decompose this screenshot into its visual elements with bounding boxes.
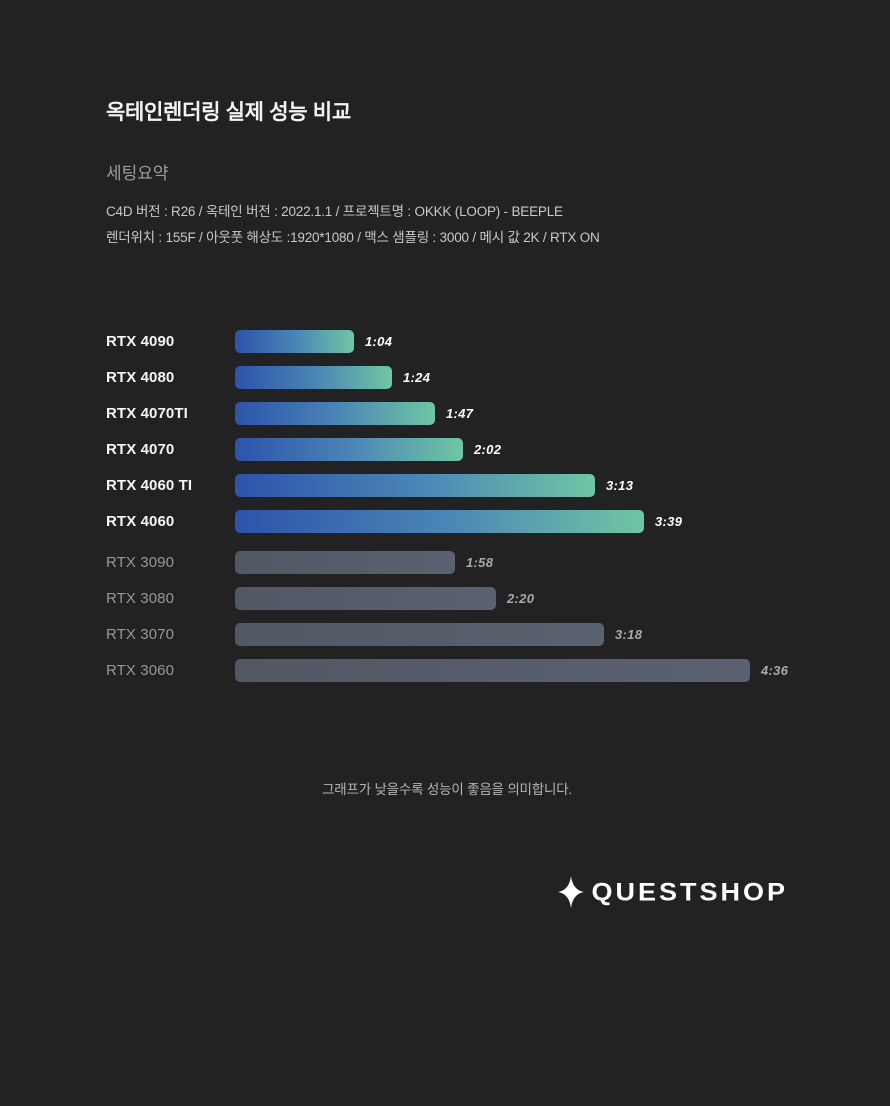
render-time: 1:47 <box>446 406 474 421</box>
gpu-label: RTX 4070 <box>106 441 175 458</box>
chart-row-rtx-3080: RTX 3080 2:20 <box>106 587 788 610</box>
gpu-label: RTX 3070 <box>106 626 175 643</box>
render-time: 1:58 <box>466 555 494 570</box>
gpu-label: RTX 4090 <box>106 333 175 350</box>
gpu-label: RTX 4080 <box>106 369 175 386</box>
chart-row-rtx-4060: RTX 4060 3:39 <box>106 510 788 533</box>
gpu-label: RTX 4060 TI <box>106 477 193 494</box>
chart-row-rtx-3070: RTX 3070 3:18 <box>106 623 788 646</box>
render-time: 3:18 <box>615 627 643 642</box>
chart-row-rtx-4060ti: RTX 4060 TI 3:13 <box>106 474 788 497</box>
chart-row-rtx-3090: RTX 3090 1:58 <box>106 551 788 574</box>
settings-line-1: C4D 버전 : R26 / 옥테인 버전 : 2022.1.1 / 프로젝트명… <box>106 204 563 219</box>
bar <box>235 587 496 610</box>
chart-footnote: 그래프가 낮을수록 성능이 좋음을 의미합니다. <box>322 782 572 797</box>
bar <box>235 551 455 574</box>
bar <box>235 366 392 389</box>
render-time: 1:24 <box>403 370 431 385</box>
render-time: 4:36 <box>761 663 789 678</box>
gpu-label: RTX 3060 <box>106 662 175 679</box>
render-time: 3:13 <box>606 478 634 493</box>
bar <box>235 623 604 646</box>
bar <box>235 330 354 353</box>
bar <box>235 438 463 461</box>
brand-logo-text: QUESTSHOP <box>591 877 788 906</box>
settings-line-2: 렌더위치 : 155F / 아웃풋 해상도 :1920*1080 / 맥스 샘플… <box>106 230 600 245</box>
infographic: 옥테인렌더링 실제 성능 비교 세팅요약 C4D 버전 : R26 / 옥테인 … <box>0 96 890 908</box>
gpu-label: RTX 3080 <box>106 590 175 607</box>
chart-row-rtx-4090: RTX 4090 1:04 <box>106 330 788 353</box>
brand-logo: QUESTSHOP <box>106 876 788 908</box>
render-time: 1:04 <box>365 334 393 349</box>
chart-row-rtx-4070ti: RTX 4070TI 1:47 <box>106 402 788 425</box>
chart-row-rtx-4070: RTX 4070 2:02 <box>106 438 788 461</box>
render-time: 2:02 <box>474 442 502 457</box>
bar <box>235 474 595 497</box>
page-title: 옥테인렌더링 실제 성능 비교 <box>106 101 351 124</box>
settings-summary-heading: 세팅요약 <box>106 164 169 183</box>
gpu-label: RTX 3090 <box>106 554 175 571</box>
gpu-render-time-bar-chart: RTX 4090 1:04 RTX 4080 1:24 RTX 4070TI 1… <box>106 330 788 682</box>
gpu-label: RTX 4070TI <box>106 405 188 422</box>
sparkle-star-icon <box>558 876 585 908</box>
bar <box>235 510 644 533</box>
settings-summary: C4D 버전 : R26 / 옥테인 버전 : 2022.1.1 / 프로젝트명… <box>106 199 788 251</box>
bar <box>235 402 435 425</box>
chart-row-rtx-4080: RTX 4080 1:24 <box>106 366 788 389</box>
bar <box>235 659 750 682</box>
gpu-label: RTX 4060 <box>106 513 175 530</box>
chart-row-rtx-3060: RTX 3060 4:36 <box>106 659 788 682</box>
render-time: 3:39 <box>655 514 683 529</box>
render-time: 2:20 <box>507 591 535 606</box>
